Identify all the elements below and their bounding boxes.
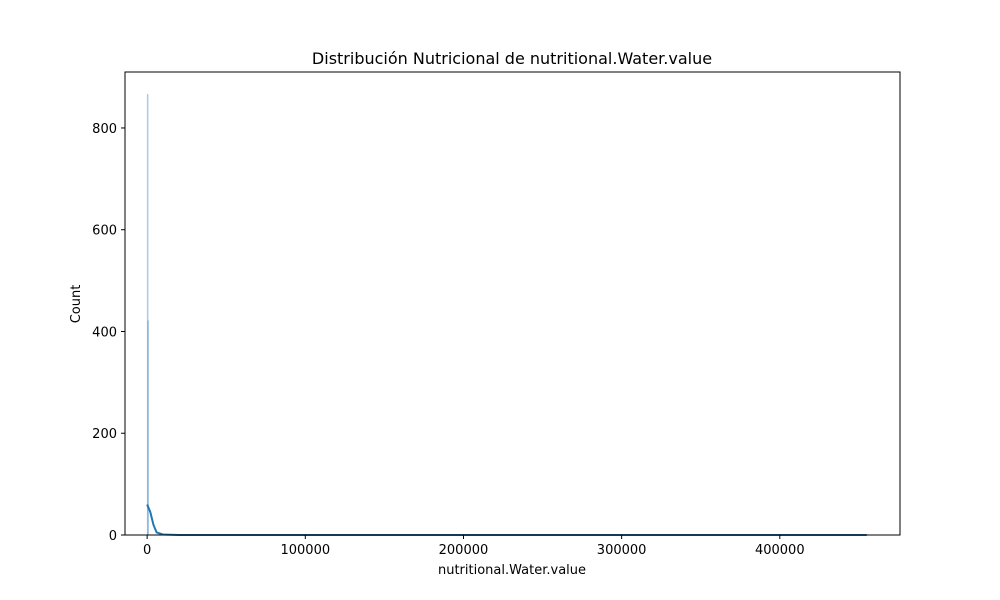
y-axis-ticks: 0 200 400 600 800 [92,122,125,544]
plot-frame [124,71,901,536]
histogram-bar-1 [147,320,149,536]
y-tick-label: 600 [92,224,117,239]
y-tick-label: 0 [109,529,117,544]
x-axis-label: nutritional.Water.value [438,563,586,578]
chart-title: Distribución Nutricional de nutritional.… [312,49,712,68]
y-tick-label: 800 [92,122,117,137]
y-axis-label: Count [69,285,84,324]
y-tick-label: 200 [92,427,117,442]
y-tick-label: 400 [92,325,117,340]
kde-line [146,504,867,536]
kde-layer [146,504,867,536]
x-tick-label: 400000 [755,543,805,558]
x-tick-label: 300000 [597,543,647,558]
x-tick-label: 0 [143,543,151,558]
bars-layer [146,94,149,536]
x-tick-label: 200000 [439,543,489,558]
x-tick-label: 100000 [280,543,330,558]
x-axis-ticks: 0 100000 200000 300000 400000 [143,535,805,558]
